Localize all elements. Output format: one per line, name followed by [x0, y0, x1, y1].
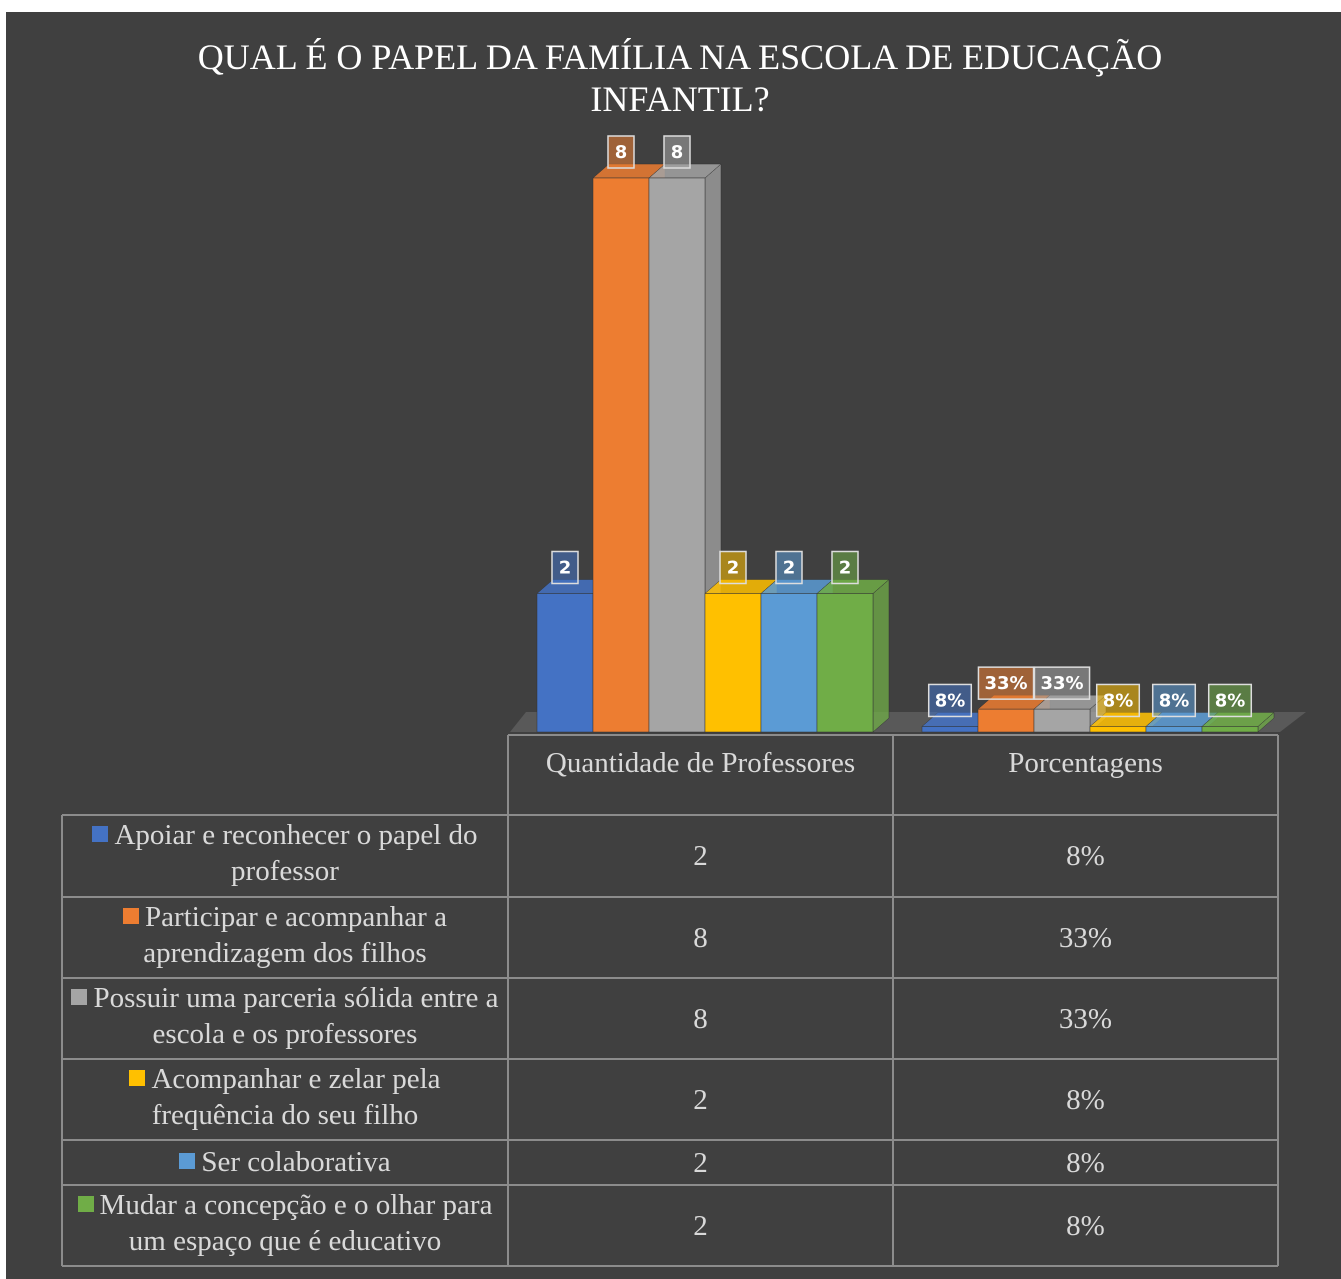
data-label-box [977, 666, 1035, 700]
data-label: 2 [839, 558, 852, 579]
table-header: Quantidade de Professores [545, 747, 856, 779]
table-value: 8% [1066, 1146, 1105, 1179]
table-value: 2 [693, 1209, 708, 1242]
data-label-box [1207, 683, 1253, 718]
legend-cell: Possuir uma parceria sólida entre a esco… [62, 978, 508, 1059]
table-value: 8% [1066, 1083, 1105, 1116]
data-label-box [1151, 683, 1197, 718]
data-label: 8 [671, 142, 684, 163]
legend-cell: Ser colaborativa [62, 1140, 508, 1185]
data-label: 33% [984, 673, 1027, 694]
data-label: 8 [615, 142, 628, 163]
bar [536, 593, 594, 733]
table-value: 8% [1066, 840, 1105, 872]
legend-label: Participar e acompanhar a aprendizagem d… [143, 901, 447, 969]
bar [760, 593, 818, 733]
table-value: 8% [1066, 1209, 1105, 1242]
legend-label: Acompanhar e zelar pela frequência do se… [151, 1063, 441, 1131]
legend-key [123, 908, 140, 924]
bar [648, 177, 706, 733]
data-label: 8% [1159, 690, 1190, 711]
chart-title: QUAL É O PAPEL DA FAMÍLIA NA ESCOLA DE E… [197, 37, 1163, 119]
bar [704, 593, 762, 733]
bar [1201, 726, 1259, 733]
bar-side [872, 578, 890, 733]
table-value: 2 [693, 1083, 708, 1116]
legend-key [71, 989, 88, 1005]
legend-label: Mudar a concepção e o olhar para um espa… [99, 1189, 493, 1257]
data-label: 2 [727, 558, 740, 579]
table-value: 2 [693, 1146, 708, 1179]
table-value: 8 [693, 921, 708, 954]
data-label-box [607, 135, 635, 169]
legend-key [92, 826, 109, 842]
legend-key [179, 1153, 196, 1169]
data-label-box [719, 550, 747, 585]
bar [921, 726, 979, 733]
legend-label: Ser colaborativa [201, 1146, 391, 1178]
bar [1145, 726, 1203, 733]
data-label: 2 [559, 558, 572, 579]
data-label: 2 [783, 558, 796, 579]
data-label-box [1095, 683, 1141, 718]
legend-label: Possuir uma parceria sólida entre a esco… [93, 982, 499, 1050]
bar [592, 177, 650, 733]
data-label-box [1033, 666, 1091, 700]
data-label: 8% [1215, 690, 1246, 711]
bar [816, 593, 874, 733]
bar [1033, 708, 1091, 733]
data-label-box [551, 550, 579, 585]
table-header: Porcentagens [1008, 747, 1163, 779]
table-value: 33% [1058, 1002, 1113, 1035]
legend-key [129, 1070, 146, 1086]
data-label-box [831, 550, 859, 585]
legend-key [77, 1196, 94, 1212]
legend-cell: Participar e acompanhar a aprendizagem d… [62, 897, 508, 978]
legend-cell: Mudar a concepção e o olhar para um espa… [62, 1185, 508, 1266]
data-label: 33% [1040, 673, 1083, 694]
legend-label: Apoiar e reconhecer o papel do professor [114, 819, 478, 887]
legend-cell: Apoiar e reconhecer o papel do professor [62, 815, 508, 897]
data-label: 8% [935, 690, 966, 711]
table-value: 8 [693, 1002, 708, 1035]
data-label: 8% [1103, 690, 1134, 711]
bar [1089, 726, 1147, 733]
data-label-box [927, 683, 973, 718]
data-label-box [663, 135, 691, 169]
data-label-box [775, 550, 803, 585]
bar [977, 708, 1035, 733]
table-value: 33% [1058, 921, 1113, 954]
table-value: 2 [693, 840, 708, 872]
legend-cell: Acompanhar e zelar pela frequência do se… [62, 1059, 508, 1140]
